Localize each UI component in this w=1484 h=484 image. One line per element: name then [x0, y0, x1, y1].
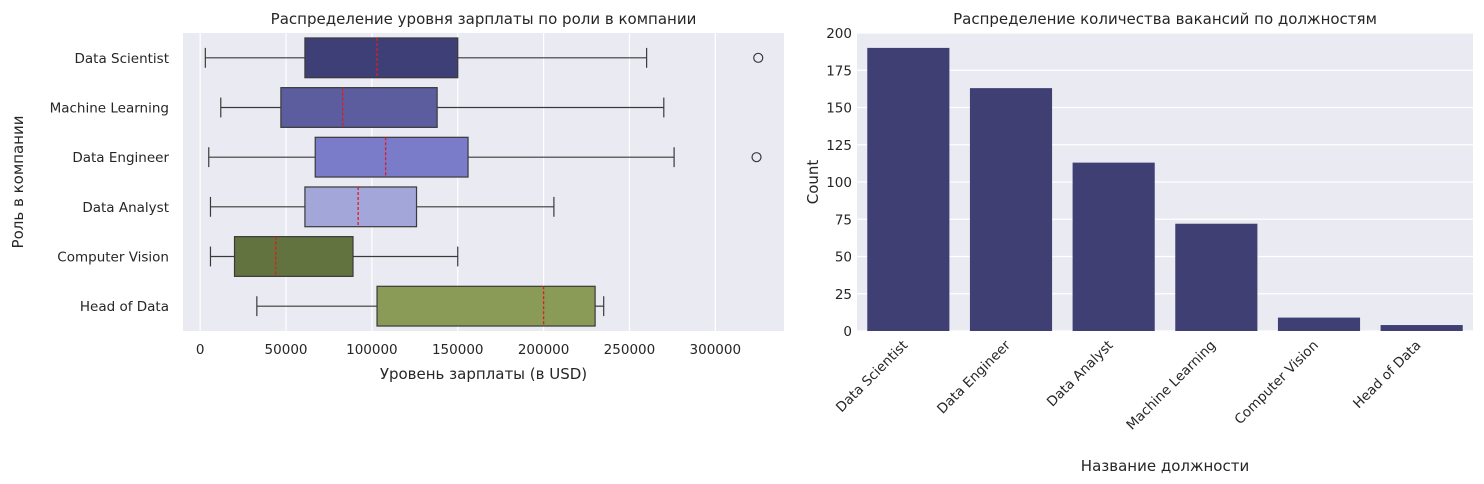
- bar-gridlines: [857, 32, 1473, 332]
- bar-data-analyst: [1072, 162, 1155, 331]
- box-iqr-head-of-data: [376, 285, 596, 327]
- box-x-tick-200000: 200000: [518, 342, 570, 358]
- box-y-tick-data-scientist: Data Scientist: [75, 51, 170, 67]
- bar-y-tick-125: 125: [826, 138, 852, 154]
- box-y-tick-head-of-data: Head of Data: [80, 299, 169, 315]
- box-x-tick-300000: 300000: [690, 342, 742, 358]
- box-x-tick-250000: 250000: [604, 342, 656, 358]
- bar-marks: [867, 47, 1463, 332]
- bar-computer-vision: [1277, 317, 1361, 331]
- box-x-tick-labels: 0 50000 100000 150000 200000 250000 300000: [196, 342, 741, 358]
- box-plot-area: [183, 33, 784, 331]
- bar-x-tick-data-analyst: Data Analyst: [1044, 338, 1117, 411]
- bar-chart-title: Распределение количества вакансий по дол…: [953, 10, 1377, 28]
- box-x-tick-50000: 50000: [265, 342, 308, 358]
- box-y-tick-computer-vision: Computer Vision: [57, 250, 169, 266]
- box-y-axis-label: Роль в компании: [9, 116, 27, 249]
- bar-x-tick-data-engineer: Data Engineer: [934, 337, 1014, 417]
- box-chart: 0 50000 100000 150000 200000 250000 300000 Dat…: [9, 10, 784, 383]
- box-y-tick-labels: Data Scientist Machine Learning Data Engin…: [50, 51, 170, 315]
- bar-y-axis-label: Count: [804, 160, 822, 205]
- box-computer-vision: [209, 236, 459, 277]
- box-head-of-data: [256, 285, 605, 327]
- box-chart-title: Распределение уровня зарплаты по роли в …: [271, 10, 697, 28]
- box-data-engineer: [208, 136, 762, 178]
- bar-x-tick-labels: Data Scientist Data Engineer Data Analyst M…: [833, 337, 1424, 433]
- bar-y-tick-25: 25: [835, 287, 852, 303]
- bar-x-tick-computer-vision: Computer Vision: [1232, 338, 1322, 428]
- box-data-analyst: [209, 186, 555, 228]
- box-iqr-data-analyst: [304, 186, 418, 228]
- bar-y-tick-50: 50: [835, 250, 852, 266]
- box-marks: [204, 37, 764, 327]
- bar-x-tick-data-scientist: Data Scientist: [833, 338, 911, 416]
- bar-x-tick-head-of-data: Head of Data: [1350, 338, 1424, 412]
- bar-y-tick-0: 0: [843, 324, 852, 340]
- box-machine-learning: [220, 87, 665, 128]
- box-y-tick-machine-learning: Machine Learning: [50, 101, 169, 117]
- bar-y-tick-150: 150: [826, 101, 852, 117]
- bar-x-axis-label: Название должности: [1081, 457, 1249, 475]
- bar-y-tick-200: 200: [826, 26, 852, 42]
- bar-machine-learning: [1175, 223, 1258, 331]
- box-x-tick-150000: 150000: [432, 342, 484, 358]
- bar-y-tick-75: 75: [835, 212, 852, 228]
- bar-data-engineer: [969, 88, 1053, 331]
- bar-head-of-data: [1380, 325, 1463, 331]
- box-outlier-data-scientist-0: [753, 52, 764, 63]
- bar-x-tick-machine-learning: Machine Learning: [1123, 338, 1219, 434]
- bar-y-tick-labels: 0 25 50 75 100 125 150 175 200: [826, 26, 852, 340]
- box-x-tick-0: 0: [196, 342, 205, 358]
- bar-data-scientist: [867, 47, 950, 332]
- box-outlier-data-engineer-0: [751, 152, 762, 163]
- box-iqr-data-scientist: [304, 37, 459, 79]
- box-gridlines: [199, 33, 716, 331]
- box-iqr-data-engineer: [314, 136, 469, 178]
- bar-y-tick-100: 100: [826, 175, 852, 191]
- box-iqr-machine-learning: [280, 87, 438, 128]
- box-iqr-computer-vision: [233, 236, 354, 277]
- box-y-tick-data-analyst: Data Analyst: [82, 200, 169, 216]
- box-y-tick-data-engineer: Data Engineer: [72, 150, 169, 166]
- bar-y-tick-175: 175: [826, 63, 852, 79]
- box-data-scientist: [204, 37, 764, 79]
- box-x-axis-label: Уровень зарплаты (в USD): [380, 365, 587, 383]
- box-x-tick-100000: 100000: [346, 342, 398, 358]
